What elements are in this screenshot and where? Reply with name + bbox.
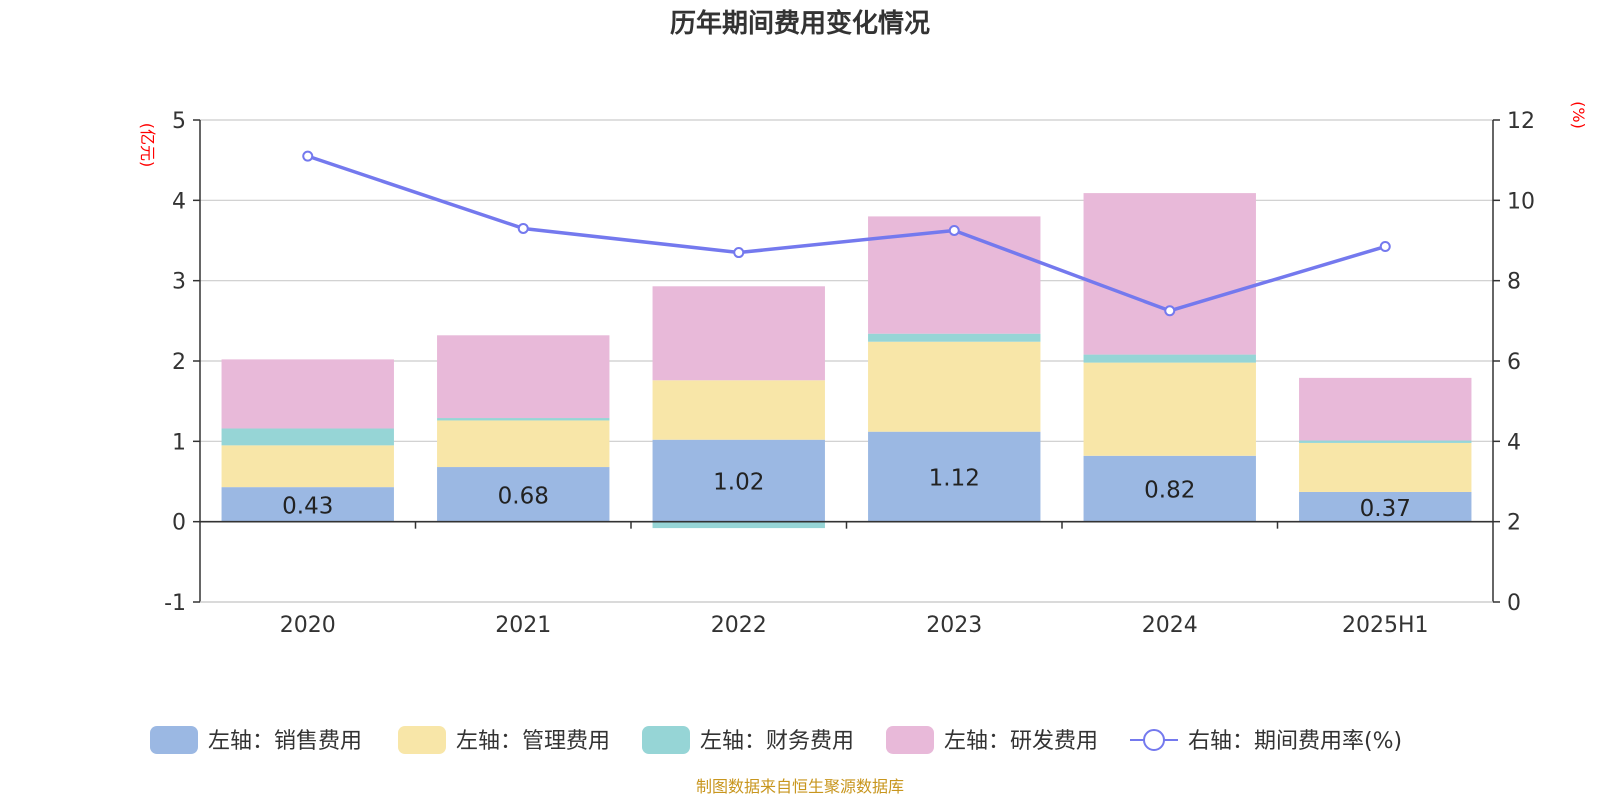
category-label-2025H1: 2025H1 [1342, 613, 1429, 638]
source-note: 制图数据来自恒生聚源数据库 [696, 777, 904, 796]
bar-sales-2022 [652, 439, 825, 522]
category-label-2024: 2024 [1142, 613, 1198, 638]
right-tick-label: 8 [1507, 270, 1521, 295]
rate-point-2022 [733, 247, 745, 259]
bar-finance-2020 [221, 428, 394, 446]
right-tick-label: 6 [1507, 350, 1521, 375]
bar-sales-2025H1 [1299, 491, 1472, 522]
bar-rnd-2020 [221, 359, 394, 429]
rate-series-line [307, 154, 1386, 313]
bar-sales-2020 [221, 487, 394, 522]
left-tick-label: 5 [172, 109, 186, 134]
right-tick-label: 10 [1507, 189, 1535, 214]
rate-point-2021 [517, 222, 529, 234]
rate-point-2025H1 [1379, 241, 1391, 253]
left-tick-label: 4 [172, 189, 186, 214]
bar-finance-2021 [437, 418, 610, 421]
data-label-2020: 0.43 [282, 493, 333, 519]
rate-line [302, 150, 1391, 317]
legend-label-sales[interactable]: 左轴：销售费用 [208, 729, 362, 754]
data-labels: 0.43 0.68 1.02 1.12 0.82 0.37 [282, 466, 1411, 522]
data-label-2024: 0.82 [1144, 478, 1195, 504]
bar-admin-2020 [221, 445, 394, 488]
left-tick-label: 1 [172, 430, 186, 455]
legend: 左轴：销售费用 左轴：管理费用 左轴：财务费用 左轴：研发费用 右轴：期间费用率(%) [150, 726, 1402, 754]
bar-admin-2024 [1083, 362, 1256, 456]
right-tick-label: 4 [1507, 430, 1521, 455]
bar-finance-2022 [652, 521, 825, 529]
rate-point-2020 [302, 150, 314, 162]
left-tick-label: 2 [172, 350, 186, 375]
bar-rnd-2025H1 [1299, 377, 1472, 441]
legend-marker-rate [1143, 729, 1165, 751]
left-axis-unit: (亿元) [138, 123, 157, 168]
data-label-2025H1: 0.37 [1360, 496, 1411, 522]
category-label-2020: 2020 [280, 613, 336, 638]
left-tick-label: 0 [172, 511, 186, 536]
data-label-2023: 1.12 [929, 466, 980, 492]
legend-swatch-rnd [886, 726, 934, 754]
bars [221, 193, 1472, 529]
bar-rnd-2024 [1083, 193, 1256, 355]
bar-finance-2023 [868, 333, 1041, 342]
legend-swatch-admin [398, 726, 446, 754]
bar-finance-2024 [1083, 354, 1256, 363]
right-tick-label: 0 [1507, 591, 1521, 616]
category-label-2021: 2021 [495, 613, 551, 638]
legend-label-finance[interactable]: 左轴：财务费用 [700, 729, 854, 754]
bar-rnd-2021 [437, 335, 610, 419]
data-label-2022: 1.02 [713, 470, 764, 496]
data-label-2021: 0.68 [498, 483, 549, 509]
legend-swatch-finance [642, 726, 690, 754]
left-tick-label: -1 [164, 591, 186, 616]
legend-label-rate[interactable]: 右轴：期间费用率(%) [1188, 729, 1402, 754]
category-label-2023: 2023 [926, 613, 982, 638]
bar-sales-2023 [868, 431, 1041, 522]
legend-swatch-sales [150, 726, 198, 754]
chart-title: 历年期间费用变化情况 [670, 8, 930, 39]
bar-finance-2025H1 [1299, 440, 1472, 443]
right-axis-unit: (%) [1569, 101, 1588, 129]
right-tick-label: 12 [1507, 109, 1535, 134]
bar-sales-2024 [1083, 455, 1256, 522]
left-tick-label: 3 [172, 270, 186, 295]
rate-point-2024 [1164, 305, 1176, 317]
legend-label-rnd[interactable]: 左轴：研发费用 [944, 729, 1098, 754]
bar-admin-2025H1 [1299, 442, 1472, 492]
bar-admin-2022 [652, 380, 825, 440]
bar-sales-2021 [437, 467, 610, 522]
rate-point-2023 [948, 224, 960, 236]
bar-admin-2023 [868, 341, 1041, 432]
bar-admin-2021 [437, 420, 610, 468]
legend-label-admin[interactable]: 左轴：管理费用 [456, 729, 610, 754]
category-label-2022: 2022 [711, 613, 767, 638]
right-tick-label: 2 [1507, 511, 1521, 536]
bar-rnd-2022 [652, 286, 825, 381]
